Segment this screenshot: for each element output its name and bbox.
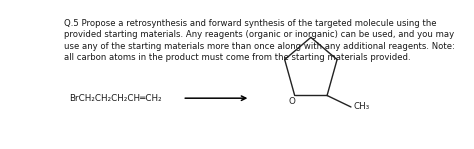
Text: Q.5 Propose a retrosynthesis and forward synthesis of the targeted molecule usin: Q.5 Propose a retrosynthesis and forward… xyxy=(64,19,455,62)
Text: O: O xyxy=(288,97,295,106)
Text: CH₃: CH₃ xyxy=(354,103,370,111)
Text: BrCH₂CH₂CH₂CH═CH₂: BrCH₂CH₂CH₂CH═CH₂ xyxy=(70,94,162,103)
